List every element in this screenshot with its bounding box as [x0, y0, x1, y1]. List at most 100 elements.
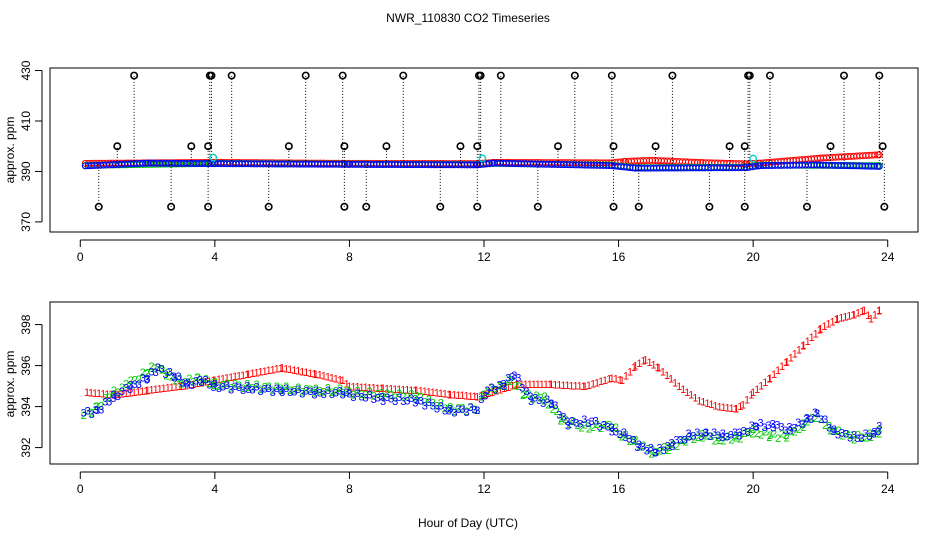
bottom-series-2-point: 2 [613, 422, 619, 434]
top-outlier-point [609, 202, 618, 211]
bottom-series-1-point: 1 [594, 377, 600, 389]
bottom-series-1-point: 1 [249, 368, 255, 380]
bottom-series-1-point: 1 [426, 387, 432, 399]
top-plot-frame [49, 67, 919, 233]
bottom-series-1-point: 1 [337, 374, 343, 386]
bottom-series-3-point: 3 [438, 400, 444, 412]
bottom-series-1-point: 1 [279, 363, 285, 375]
bottom-series-2-point: 2 [344, 385, 350, 397]
bottom-series-2-point: 2 [558, 415, 564, 427]
bottom-series-3-point: 3 [340, 390, 346, 402]
bottom-series-2-point: 2 [159, 364, 165, 376]
bottom-series-3-point: 3 [774, 419, 780, 431]
bottom-series-1-point: 1 [88, 388, 94, 400]
bottom-series-1-point: 1 [84, 387, 90, 399]
bottom-series-2-point: 2 [400, 392, 406, 404]
bottom-series-1-point: 1 [321, 371, 327, 383]
bottom-series-3-point: 3 [601, 420, 607, 432]
bottom-series-2-point: 2 [813, 413, 819, 425]
bottom-series-2-point: 2 [800, 418, 806, 430]
bottom-series-1-point: 1 [474, 391, 480, 403]
bottom-series-3-point: 3 [657, 442, 663, 454]
bottom-series-1-point: 1 [418, 386, 424, 398]
bottom-series-1-point: 1 [672, 377, 678, 389]
bottom-series-1-point: 1 [346, 381, 352, 393]
bottom-series-2-point: 2 [102, 392, 108, 404]
bottom-series-3-point: 3 [669, 437, 675, 449]
bottom-series-3-point: 3 [581, 414, 587, 426]
bottom-series-1-point: 1 [642, 354, 648, 366]
bottom-series-3-point: 3 [804, 413, 810, 425]
bottom-series-3-point: 3 [447, 404, 453, 416]
bottom-series-2-point: 2 [303, 384, 309, 396]
bottom-series-2-point: 2 [741, 428, 747, 440]
bottom-series-3-point: 3 [719, 432, 725, 444]
bottom-series-3-point: 3 [686, 432, 692, 444]
bottom-series-2-point: 2 [699, 428, 705, 440]
top-outlier-point [436, 202, 445, 211]
bottom-series-3-point: 3 [367, 389, 373, 401]
bottom-series-3-point: 3 [786, 422, 792, 434]
bottom-series-3-point: 3 [106, 396, 112, 408]
bottom-series-3-point: 3 [778, 422, 784, 434]
bottom-series-3-point: 3 [179, 377, 185, 389]
bottom-series-1-point: 1 [716, 402, 722, 414]
bottom-series-2-point: 2 [283, 381, 289, 393]
bottom-series-1-point: 1 [371, 383, 377, 395]
bottom-series-2-point: 2 [350, 390, 356, 402]
bottom-series-3-point: 3 [140, 373, 146, 385]
bottom-series-2-point: 2 [665, 445, 671, 457]
bottom-series-1-point: 1 [358, 382, 364, 394]
bottom-series-3-point: 3 [762, 422, 768, 434]
bottom-series-3-point: 3 [159, 363, 165, 375]
bottom-series-3-point: 3 [307, 386, 313, 398]
bottom-series-2-point: 2 [521, 389, 527, 401]
bottom-series-2-point: 2 [704, 430, 710, 442]
bottom-series-1-point: 1 [704, 398, 710, 410]
bottom-series-1-point: 1 [367, 382, 373, 394]
bottom-series-2-point: 2 [408, 389, 414, 401]
top-y-tick-label: 410 [19, 111, 33, 131]
bottom-series-3-point: 3 [317, 388, 323, 400]
bottom-series-2-point: 2 [832, 426, 838, 438]
top-outlier-point [740, 142, 749, 151]
top-outlier-point [340, 202, 349, 211]
bottom-series-1-point: 1 [788, 353, 794, 365]
top-outlier-point [878, 142, 887, 151]
bottom-series-2-point: 2 [111, 385, 117, 397]
bottom-series-3-point: 3 [380, 396, 386, 408]
bottom-series-1-point: 1 [531, 379, 537, 391]
bottom-series-2-point: 2 [165, 367, 171, 379]
bottom-series-1-point: 1 [472, 391, 478, 403]
bottom-series-3-point: 3 [132, 379, 138, 391]
top-outlier-point [338, 71, 347, 80]
bottom-series-3-point: 3 [145, 374, 151, 386]
bottom-series-3-point: 3 [565, 420, 571, 432]
bottom-series-1-point: 1 [581, 381, 587, 393]
bottom-series-2-point: 2 [826, 420, 832, 432]
bottom-series-2-point: 2 [128, 375, 134, 387]
bottom-series-1-point: 1 [157, 384, 163, 396]
bottom-series-1-point: 1 [821, 321, 827, 333]
bottom-series-2-point: 2 [562, 414, 568, 426]
bottom-series-1-point: 1 [676, 381, 682, 393]
bottom-series-1-point: 1 [684, 387, 690, 399]
bottom-series-2-point: 2 [459, 403, 465, 415]
bottom-series-1-point: 1 [478, 390, 484, 402]
bottom-series-1-point: 1 [194, 378, 200, 390]
bottom-series-3-point: 3 [363, 392, 369, 404]
bottom-series-2-point: 2 [446, 404, 452, 416]
bottom-x-tick-label: 20 [746, 482, 760, 496]
bottom-series-3-point: 3 [681, 434, 687, 446]
bottom-series-1-point: 1 [796, 345, 802, 357]
bottom-series-2-point: 2 [340, 388, 346, 400]
bottom-series-2-point: 2 [497, 380, 503, 392]
bottom-series-2-point: 2 [81, 410, 87, 422]
top-red-point [871, 151, 879, 159]
bottom-series-3-point: 3 [467, 402, 473, 414]
bottom-series-3-point: 3 [866, 431, 872, 443]
bottom-series-2-point: 2 [609, 422, 615, 434]
bottom-series-1-point: 1 [817, 324, 823, 336]
bottom-series-2-point: 2 [506, 374, 512, 386]
bottom-series-3-point: 3 [782, 425, 788, 437]
